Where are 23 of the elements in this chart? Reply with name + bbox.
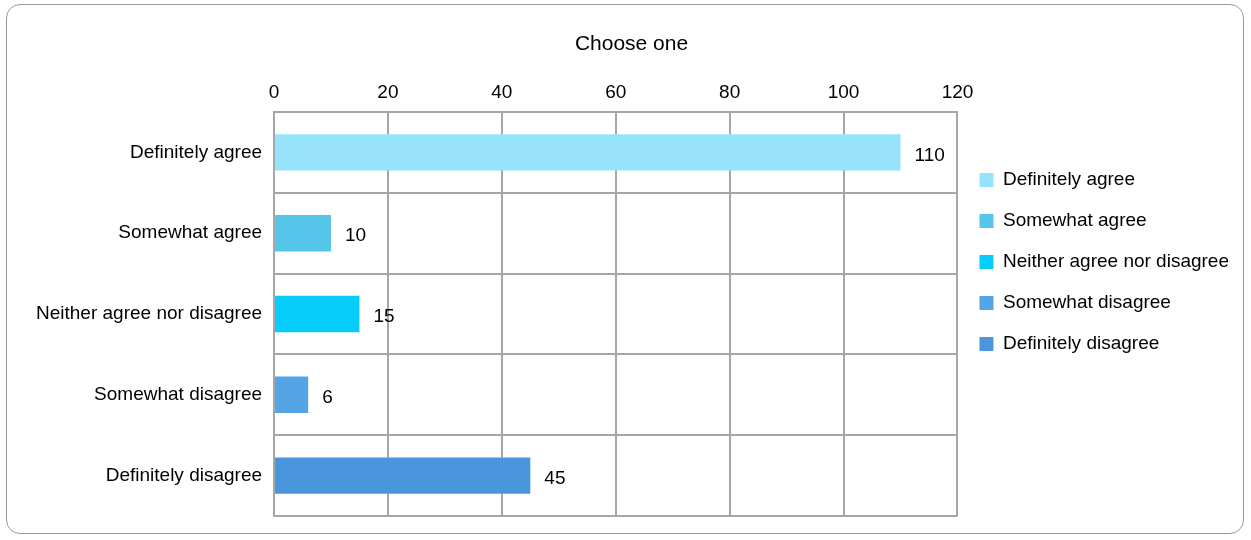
x-tick-label: 20 bbox=[377, 80, 399, 102]
x-tick-label: 120 bbox=[941, 80, 974, 102]
legend-label: Somewhat agree bbox=[1002, 209, 1147, 231]
x-tick-label: 100 bbox=[827, 80, 860, 102]
legend-label: Somewhat disagree bbox=[1002, 291, 1171, 313]
data-label: 15 bbox=[373, 305, 395, 327]
y-tick-label: Somewhat agree bbox=[118, 221, 263, 243]
x-tick-label: 80 bbox=[719, 80, 741, 102]
data-label: 6 bbox=[322, 386, 333, 408]
legend-label: Neither agree nor disagree bbox=[1002, 250, 1230, 272]
y-tick-label: Somewhat disagree bbox=[94, 383, 263, 405]
y-tick-label: Definitely agree bbox=[129, 140, 263, 162]
legend-label: Definitely agree bbox=[1002, 168, 1136, 190]
x-tick-label: 40 bbox=[491, 80, 513, 102]
x-tick-label: 60 bbox=[605, 80, 627, 102]
chart-title: Choose one bbox=[574, 31, 689, 55]
x-tick-label: 0 bbox=[268, 80, 280, 102]
data-label: 10 bbox=[344, 224, 367, 246]
data-label: 45 bbox=[544, 466, 566, 488]
y-tick-label: Neither agree nor disagree bbox=[35, 302, 263, 324]
legend-label: Definitely disagree bbox=[1002, 332, 1160, 354]
y-tick-label: Definitely disagree bbox=[105, 463, 263, 485]
data-label: 110 bbox=[914, 143, 945, 165]
